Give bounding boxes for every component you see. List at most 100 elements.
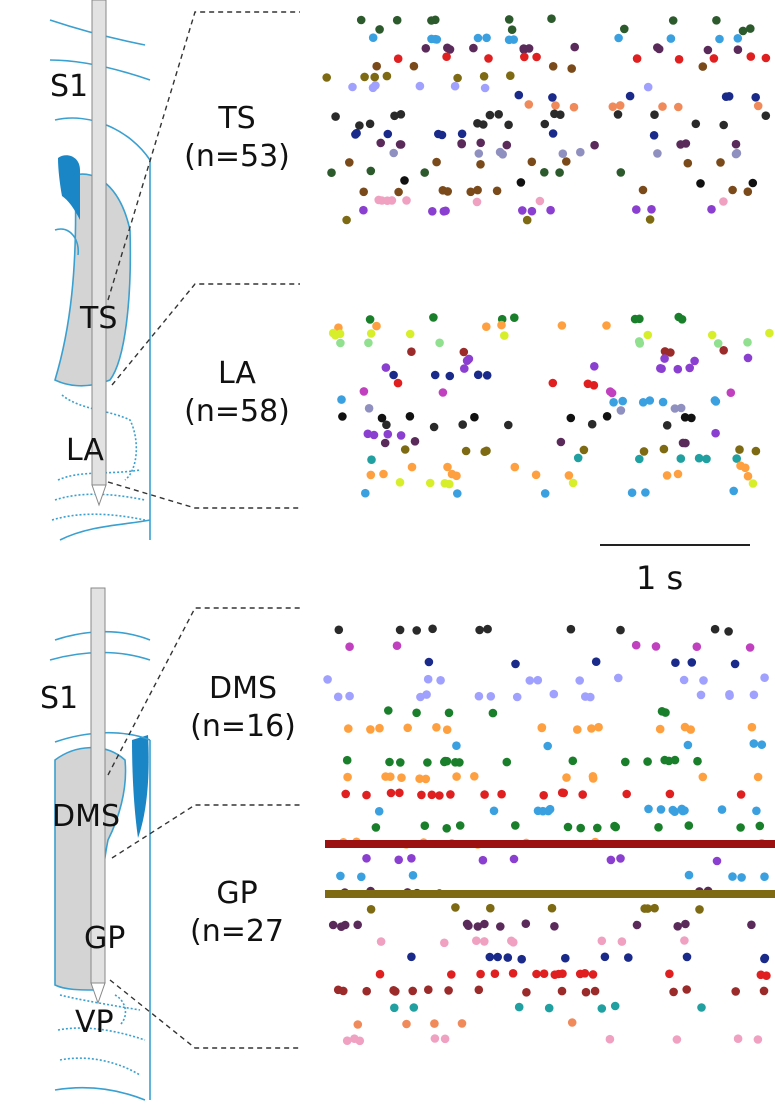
spike-dot	[342, 215, 351, 225]
spike-dot	[690, 356, 699, 366]
spike-rasters	[322, 14, 775, 1046]
spike-dot	[507, 25, 517, 34]
brain-label-s1-bottom: S1	[40, 681, 79, 716]
spike-dot	[610, 1001, 620, 1011]
spike-dot	[624, 953, 633, 962]
spike-dot	[445, 371, 455, 381]
la-connector	[107, 481, 300, 509]
spike-dot	[470, 412, 479, 422]
spike-dot	[365, 119, 375, 129]
spike-dot	[407, 952, 416, 962]
spike-dot	[402, 196, 411, 205]
spike-dot	[757, 740, 767, 749]
spike-dot	[535, 196, 545, 206]
spike-dot	[328, 328, 338, 338]
spike-dot	[395, 625, 405, 635]
spike-dot	[719, 197, 728, 206]
spike-dot	[673, 469, 683, 479]
spike-dot	[707, 330, 717, 340]
group-count-gp: (n=27	[189, 914, 285, 949]
spike-dot	[747, 722, 757, 732]
spike-dot	[608, 102, 618, 111]
spike-dot	[590, 362, 599, 371]
spike-dot	[341, 789, 351, 799]
spike-dot	[725, 691, 734, 700]
spike-dot	[711, 397, 721, 406]
spike-dot	[606, 855, 616, 865]
spike-dot	[522, 988, 531, 997]
spike-dot	[607, 388, 617, 398]
spike-dot	[548, 378, 558, 388]
spike-dot	[616, 406, 626, 415]
spike-dot	[673, 922, 682, 931]
spike-dot	[546, 205, 555, 215]
spike-dot	[759, 986, 769, 996]
spike-dot	[622, 789, 631, 799]
spike-dot	[543, 806, 553, 816]
spike-dot	[382, 71, 392, 81]
spike-dot	[738, 26, 748, 36]
spike-dot	[674, 312, 683, 322]
spike-dot	[638, 398, 648, 407]
spike-dot	[645, 215, 655, 224]
spike-dot	[480, 919, 489, 929]
spike-dot	[615, 101, 625, 110]
spike-dot	[450, 81, 460, 91]
spike-dot	[731, 139, 741, 149]
spike-dot	[327, 168, 336, 177]
lateral-ventricle	[58, 155, 80, 220]
spike-dot	[506, 71, 515, 80]
spike-dot	[482, 371, 492, 380]
spike-dot	[350, 1034, 359, 1043]
spike-dot	[749, 739, 759, 748]
spike-dot	[651, 642, 661, 651]
spike-dot	[493, 952, 503, 962]
spike-dot	[511, 659, 520, 669]
spike-dot	[375, 723, 384, 733]
spike-dot	[338, 412, 347, 421]
spike-dot	[386, 772, 395, 781]
spike-dot	[459, 347, 469, 357]
spike-dot	[573, 725, 582, 734]
spike-dot	[543, 741, 552, 751]
spike-dot	[445, 479, 454, 489]
spike-dot	[713, 339, 723, 348]
spike-dot	[540, 119, 550, 129]
dms-ventricle	[132, 735, 149, 838]
spike-dot	[470, 772, 479, 781]
spike-dot	[409, 61, 419, 71]
spike-dot	[673, 364, 683, 374]
ts-connector	[107, 11, 300, 301]
spike-dot	[374, 807, 384, 816]
spike-dot	[736, 461, 745, 471]
spike-dot	[476, 969, 485, 979]
spike-dot	[440, 1034, 450, 1044]
spike-dot	[364, 338, 373, 348]
spike-dot	[462, 919, 472, 929]
spike-dot	[602, 321, 611, 330]
spike-dot	[375, 25, 384, 34]
spike-dot	[729, 486, 738, 496]
spike-dot	[486, 692, 496, 701]
spike-dot	[558, 969, 567, 978]
spike-dot	[556, 437, 566, 447]
spike-dot	[745, 643, 755, 652]
spike-dot	[540, 489, 550, 498]
spike-dot	[442, 824, 452, 833]
spike-dot	[557, 986, 567, 996]
spike-dot	[362, 790, 371, 800]
spike-dot	[500, 331, 509, 340]
spike-dot	[371, 823, 381, 832]
spike-dot	[337, 922, 346, 931]
bottom-brain-section	[49, 630, 151, 1101]
spike-dot	[492, 186, 502, 196]
spike-dot	[473, 370, 483, 380]
spike-dot	[614, 673, 623, 683]
spike-dot	[672, 1035, 682, 1044]
spike-dot	[733, 45, 743, 54]
spike-dot	[568, 478, 578, 488]
spike-dot	[480, 83, 490, 93]
spike-dot	[670, 404, 680, 413]
spike-dot	[527, 157, 537, 167]
spike-dot	[424, 985, 433, 994]
